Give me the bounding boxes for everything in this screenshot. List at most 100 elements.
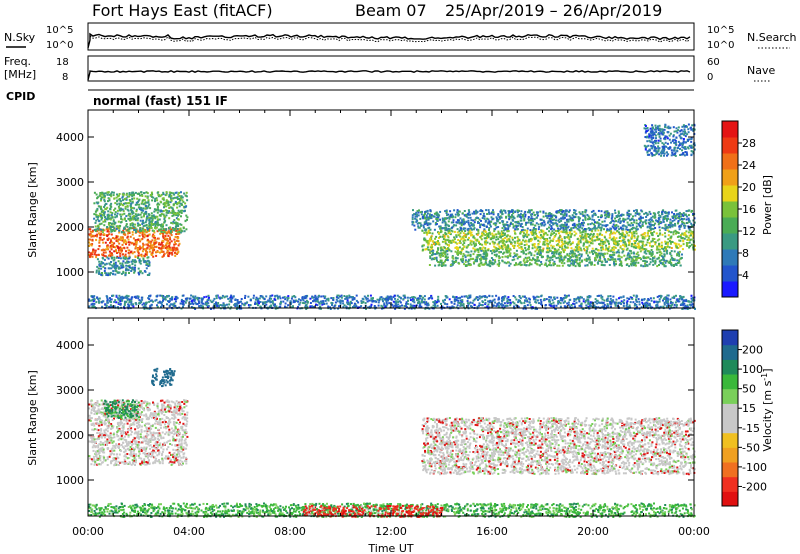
nsky-label: N.Sky (4, 31, 36, 44)
colorbar-tick-6: 100 (742, 363, 763, 376)
power-ytick-3: 4000 (56, 131, 84, 144)
velocity-ytick-3: 4000 (56, 339, 84, 352)
velocity-band-3 (421, 417, 696, 476)
velocity-colorbar: -200 -100 -50 -15 15 50 100 200 (721, 329, 767, 507)
colorbar-tick-0: 4 (742, 269, 749, 282)
nsky-tick-low: 10^0 (46, 40, 73, 51)
nave-label: Nave (747, 64, 775, 77)
power-ylabel: Slant Range [km] (26, 162, 39, 258)
velocity-colorbar-label: Velocity [m s-1] (760, 368, 774, 451)
colorbar-tick-2: 12 (742, 225, 756, 238)
freq-label: Freq. (4, 55, 31, 68)
colorbar-swatch-8 (722, 153, 738, 170)
colorbar-tick-3: -15 (742, 422, 760, 435)
power-band-7 (643, 123, 696, 157)
colorbar-swatch-8 (722, 374, 738, 390)
freq-unit: [MHz] (4, 68, 36, 81)
time-tick-5: 20:00 (577, 525, 609, 538)
colorbar-swatch-4 (722, 432, 738, 448)
freq-tick-low: 8 (62, 72, 68, 83)
power-band-4 (428, 249, 683, 268)
power-band-0 (88, 227, 181, 259)
colorbar-swatch-11 (722, 330, 738, 346)
colorbar-tick-4: 15 (742, 402, 756, 415)
time-tick-2: 08:00 (274, 525, 306, 538)
time-tick-1: 04:00 (173, 525, 205, 538)
colorbar-tick-6: 28 (742, 137, 756, 150)
power-colorbar-label: Power [dB] (761, 175, 774, 235)
colorbar-swatch-7 (722, 169, 738, 186)
power-axes: 1000 2000 3000 4000 (56, 110, 694, 308)
colorbar-swatch-2 (722, 462, 738, 478)
power-ytick-2: 3000 (56, 176, 84, 189)
nsearch-label: N.Search (747, 31, 797, 44)
power-band-3 (421, 229, 696, 252)
velocity-band-2 (151, 367, 176, 388)
time-tick-3: 12:00 (375, 525, 407, 538)
velocity-panel-frame (87, 317, 695, 517)
colorbar-tick-5: 50 (742, 383, 756, 396)
time-tick-6: 00:00 (678, 525, 710, 538)
colorbar-swatch-9 (722, 359, 738, 375)
nave-tick-low: 0 (707, 72, 713, 83)
colorbar-swatch-6 (722, 403, 738, 419)
velocity-ytick-2: 3000 (56, 384, 84, 397)
colorbar-swatch-3 (722, 447, 738, 463)
velocity-band-1 (103, 399, 141, 419)
colorbar-tick-7: 200 (742, 344, 763, 357)
power-ytick-0: 1000 (56, 266, 84, 279)
time-axis-label: Time UT (367, 542, 413, 554)
colorbar-swatch-5 (722, 418, 738, 434)
colorbar-swatch-6 (722, 185, 738, 202)
colorbar-swatch-1 (722, 476, 738, 492)
colorbar-tick-3: 16 (742, 203, 756, 216)
freq-trace (87, 70, 691, 81)
colorbar-tick-4: 20 (742, 181, 756, 194)
velocity-ytick-1: 2000 (56, 429, 84, 442)
time-axis: 00:00 04:00 08:00 12:00 16:00 20:00 00:00 (72, 525, 710, 538)
freq-panel-frame (87, 55, 695, 82)
power-band-5 (411, 209, 696, 232)
velocity-ylabel: Slant Range [km] (26, 370, 39, 466)
colorbar-tick-0: -200 (742, 480, 767, 493)
nsky-trace (87, 32, 691, 49)
colorbar-swatch-0 (722, 491, 738, 507)
freq-tick-high: 18 (56, 57, 69, 68)
colorbar-swatch-10 (722, 121, 738, 138)
cpid-label: CPID (6, 90, 35, 103)
velocity-colorbar-label-main: Velocity [m s (761, 380, 774, 451)
colorbar-tick-1: 8 (742, 247, 749, 260)
colorbar-tick-1: -100 (742, 461, 767, 474)
colorbar-swatch-7 (722, 388, 738, 404)
velocity-ytick-0: 1000 (56, 474, 84, 487)
power-ytick-1: 2000 (56, 221, 84, 234)
power-colorbar: 4 8 12 16 20 24 28 (721, 120, 756, 298)
velocity-heatmap (88, 367, 696, 518)
colorbar-tick-2: -50 (742, 441, 760, 454)
nsky-panel-frame (87, 22, 695, 51)
colorbar-swatch-10 (722, 344, 738, 360)
time-tick-4: 16:00 (476, 525, 508, 538)
station-title: Fort Hays East (fitACF) (92, 1, 273, 20)
power-heatmap (88, 123, 696, 310)
power-band-1 (93, 191, 189, 234)
power-band-2 (95, 256, 151, 277)
colorbar-swatch-4 (722, 217, 738, 234)
velocity-axes: 1000 2000 3000 4000 (56, 318, 694, 516)
colorbar-swatch-2 (722, 249, 738, 266)
beam-label: Beam 07 (355, 1, 427, 20)
velocity-colorbar-label-exp: -1 (760, 373, 769, 381)
colorbar-swatch-0 (722, 281, 738, 298)
colorbar-swatch-5 (722, 201, 738, 218)
cpid-mode: normal (fast) 151 IF (93, 94, 228, 108)
power-panel-frame (87, 109, 695, 309)
velocity-band-0 (88, 399, 189, 467)
colorbar-swatch-9 (722, 137, 738, 154)
nsearch-tick-high: 10^5 (707, 25, 734, 36)
date-range: 25/Apr/2019 – 26/Apr/2019 (445, 1, 662, 20)
nsky-tick-high: 10^5 (46, 25, 73, 36)
nsearch-tick-low: 10^0 (707, 40, 734, 51)
colorbar-swatch-1 (722, 265, 738, 282)
colorbar-tick-5: 24 (742, 159, 756, 172)
